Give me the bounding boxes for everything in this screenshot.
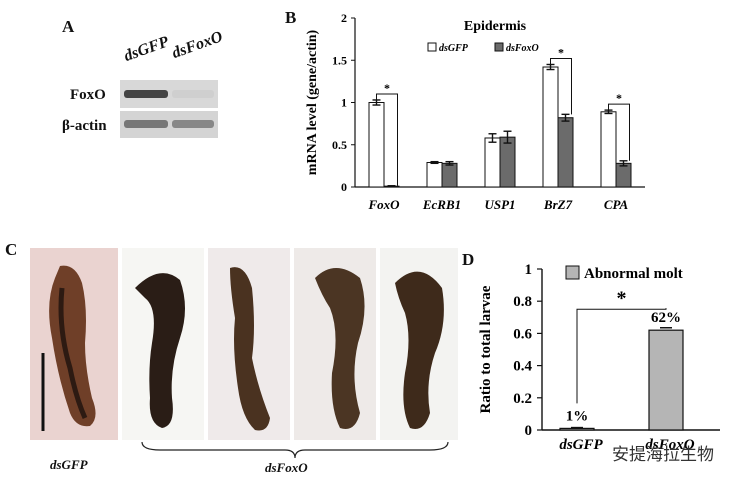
data-label: 1% xyxy=(566,408,589,424)
significance-bracket xyxy=(608,103,630,161)
x-tick-label: CPA xyxy=(604,197,629,212)
chart-b: 0 0.5 1 1.5 2 mRNA level (gene/actin) Epidermi… xyxy=(305,11,645,212)
bar-EcRB1-dsFoxO xyxy=(441,162,458,188)
watermark: 安提海拉生物 xyxy=(612,445,714,465)
blot-row-label-foxo: FoxO xyxy=(70,87,106,103)
data-label: 62% xyxy=(651,310,681,326)
panel-d-letter: D xyxy=(462,250,475,269)
legend-label-0: dsGFP xyxy=(439,43,469,54)
y-axis-label: Ratio to total larvae xyxy=(478,285,494,413)
bar-CPA-dsFoxO xyxy=(615,162,632,188)
bar-USP1-dsFoxO xyxy=(499,136,516,188)
bar-dsFoxO xyxy=(648,329,684,431)
y-tick-label: 1 xyxy=(525,262,533,278)
panel-b-letter: B xyxy=(285,8,297,27)
band-actin-dsgfp xyxy=(124,120,168,128)
blot-row-label-actin: β-actin xyxy=(62,118,107,134)
y-tick-label: 0.5 xyxy=(332,138,347,152)
x-tick-label: BrZ7 xyxy=(543,197,573,212)
y-tick-label: 2 xyxy=(341,11,347,25)
x-tick-label: FoxO xyxy=(367,197,400,212)
bar-BrZ7-dsFoxO xyxy=(557,117,574,188)
caption-dsgfp: dsGFP xyxy=(50,457,88,472)
significance-bracket xyxy=(576,308,667,404)
significance-star: * xyxy=(384,81,390,95)
band-foxo-dsfoxo xyxy=(172,90,214,98)
legend-swatch xyxy=(565,265,580,280)
significance-bracket xyxy=(376,93,398,186)
legend-swatch-0 xyxy=(427,42,437,52)
bar-USP1-dsGFP xyxy=(484,137,501,188)
y-tick-label: 0 xyxy=(525,423,533,439)
y-tick-label: 0.2 xyxy=(513,391,532,407)
y-tick-label: 0.6 xyxy=(513,326,532,342)
panel-a-letter: A xyxy=(62,17,75,36)
x-tick-label: EcRB1 xyxy=(422,197,461,212)
western-blot xyxy=(120,80,218,138)
significance-bracket xyxy=(550,57,572,115)
x-tick-label: dsFoxO xyxy=(645,437,694,453)
bar-EcRB1-dsGFP xyxy=(426,161,443,188)
lane-label-dsfoxo: dsFoxO xyxy=(169,28,225,63)
larva-photos xyxy=(30,248,458,440)
lane-label-dsgfp: dsGFP xyxy=(121,33,172,66)
band-foxo-dsgfp xyxy=(124,90,168,98)
larva-dsfoxo-3 xyxy=(315,268,365,429)
bar-CPA-dsGFP xyxy=(600,111,617,188)
significance-star: * xyxy=(617,287,627,309)
significance-star: * xyxy=(616,91,622,105)
larva-dsfoxo-4 xyxy=(395,271,444,429)
panel-c-letter: C xyxy=(5,240,18,259)
x-tick-label: USP1 xyxy=(484,197,515,212)
chart-d: 0 0.2 0.4 0.6 0.8 1 Ratio to total larvae Abnor… xyxy=(478,262,720,453)
significance-star: * xyxy=(558,45,564,59)
legend-label-1: dsFoxO xyxy=(506,43,539,54)
band-actin-dsfoxo xyxy=(172,120,214,128)
y-tick-label: 0 xyxy=(341,180,347,194)
y-tick-label: 0.4 xyxy=(513,359,532,375)
bar-FoxO-dsGFP xyxy=(368,102,385,188)
bar-BrZ7-dsGFP xyxy=(542,66,559,188)
dsfoxo-brace xyxy=(141,441,449,459)
y-axis-label: mRNA level (gene/actin) xyxy=(305,29,320,175)
y-tick-label: 1.5 xyxy=(332,53,347,67)
legend-label: Abnormal molt xyxy=(584,266,683,282)
chart-title: Epidermis xyxy=(464,19,527,34)
larva-dsfoxo-2 xyxy=(230,267,270,431)
caption-dsfoxo: dsFoxO xyxy=(265,460,308,475)
larva-dsfoxo-1 xyxy=(135,273,185,428)
y-tick-label: 1 xyxy=(341,96,347,110)
x-tick-label: dsGFP xyxy=(559,437,603,453)
legend-swatch-1 xyxy=(494,42,504,52)
bar-dsGFP xyxy=(559,427,595,431)
y-tick-label: 0.8 xyxy=(513,294,532,310)
